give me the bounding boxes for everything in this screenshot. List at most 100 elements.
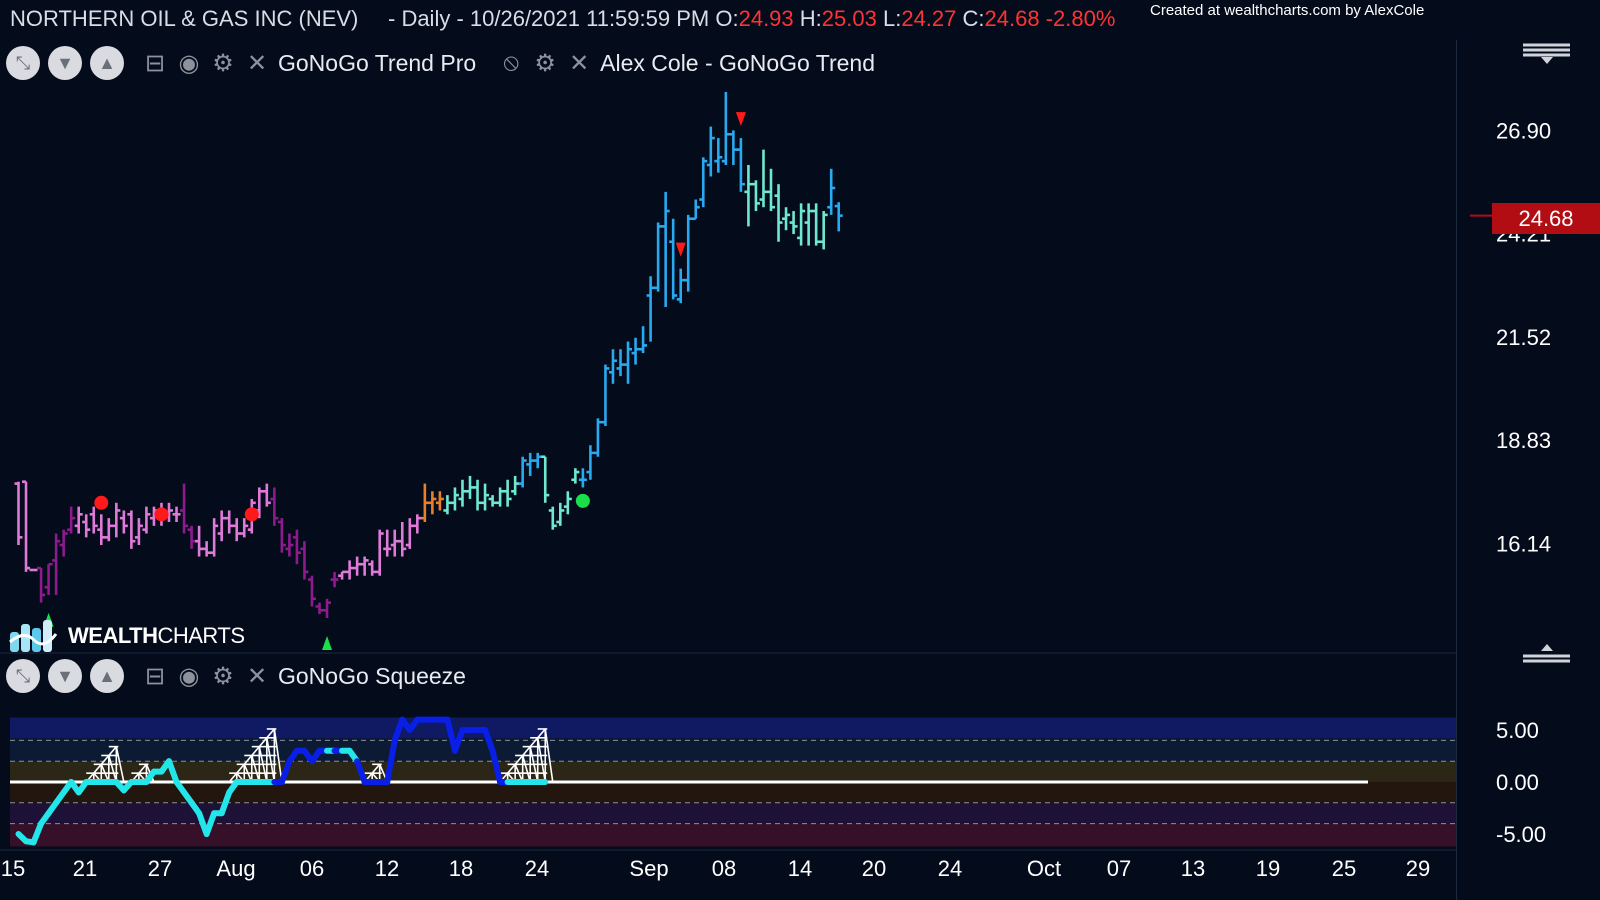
squeeze-net-line — [371, 763, 381, 774]
time-tick-label: Sep — [629, 856, 668, 881]
squeeze-net-line — [108, 746, 117, 756]
squeeze-line-segment — [384, 737, 398, 785]
gear-icon[interactable]: ⚙ — [212, 662, 234, 690]
chart-canvas[interactable]: 26.9024.2121.5218.8316.145.000.00-5.0015… — [0, 40, 1600, 900]
minimize-icon[interactable]: ⊟ — [144, 662, 166, 690]
ohlc-bar — [210, 518, 219, 557]
ohlc-bar — [654, 222, 663, 292]
squeeze-net-line — [108, 755, 118, 783]
close-value: 24.68 — [984, 6, 1040, 31]
ohlc-bar — [292, 529, 301, 565]
ohlc-bar — [82, 514, 91, 538]
ohlc-bar — [240, 518, 249, 538]
ohlc-bar — [511, 475, 520, 496]
ohlc-bar — [488, 495, 497, 507]
indicator-trend-pro-label[interactable]: GoNoGo Trend Pro — [278, 49, 477, 76]
signal-dot — [94, 495, 109, 510]
menu-lines-icon — [1541, 57, 1553, 64]
interval-label: - Daily - 10/26/2021 11:59:59 PM — [388, 6, 710, 31]
ohlc-bar — [834, 202, 843, 232]
squeeze-net-line — [93, 763, 102, 774]
down-arrow-icon[interactable]: ▼ — [48, 659, 82, 693]
collapse-icon[interactable]: ⤡ — [6, 46, 40, 80]
squeeze-net-line — [100, 754, 110, 765]
squeeze-net-line — [251, 746, 260, 756]
ohlc-bar — [390, 529, 399, 557]
squeeze-net-line — [544, 728, 554, 783]
ohlc-bar — [481, 483, 490, 511]
close-icon[interactable]: ✕ — [569, 49, 590, 77]
lower-pane-toolbar: ⤡ ▼ ▲ ⊟ ◉ ⚙ ✕ GoNoGo Squeeze — [6, 659, 466, 693]
minimize-icon[interactable]: ⊟ — [144, 49, 166, 77]
ohlc-bar — [676, 268, 685, 304]
ohlc-bar — [639, 326, 648, 354]
ohlc-bar — [330, 571, 339, 588]
ohlc-bar — [789, 211, 798, 235]
indicator-squeeze-label[interactable]: GoNoGo Squeeze — [278, 662, 466, 689]
eye-icon[interactable]: ◉ — [178, 662, 200, 690]
sell-signal-triangle — [735, 112, 746, 127]
ohlc-bar — [661, 191, 670, 308]
eye-slash-icon[interactable]: ⦸ — [503, 49, 519, 76]
eye-icon[interactable]: ◉ — [178, 49, 200, 77]
squeeze-net-line — [236, 763, 245, 774]
ohlc-bar — [225, 510, 234, 534]
gear-icon[interactable]: ⚙ — [212, 49, 234, 77]
squeeze-net-column — [537, 728, 554, 783]
squeeze-line-segment — [166, 758, 180, 785]
main-pane-toolbar: ⤡ ▼ ▲ ⊟ ◉ ⚙ ✕ GoNoGo Trend Pro ⦸ ⚙ ✕ Ale… — [6, 46, 875, 80]
signal-dot — [154, 507, 169, 522]
ohlc-bar — [127, 510, 136, 549]
ohlc-bar — [428, 491, 437, 515]
ohlc-bar — [556, 502, 565, 526]
ohlc-bar — [360, 556, 369, 576]
indicator-gonogo-trend-label[interactable]: Alex Cole - GoNoGo Trend — [600, 49, 875, 76]
squeeze-net-line — [243, 754, 253, 765]
down-arrow-icon[interactable]: ▼ — [48, 46, 82, 80]
time-tick-label: 29 — [1406, 856, 1430, 881]
squeeze-net-column — [514, 754, 531, 783]
low-label: L: — [882, 6, 902, 31]
ohlc-bar — [323, 598, 332, 618]
squeeze-line-segment — [203, 810, 218, 837]
squeeze-net-line — [529, 737, 539, 748]
squeeze-net-line — [258, 737, 268, 748]
ohlc-bar — [533, 452, 542, 469]
ohlc-bar — [608, 349, 617, 384]
signal-dot — [244, 507, 259, 522]
close-icon[interactable]: ✕ — [246, 49, 268, 77]
time-tick-label: 14 — [788, 856, 812, 881]
time-tick-label: 07 — [1107, 856, 1131, 881]
logo-text: WEALTHCHARTS — [68, 623, 245, 649]
time-tick-label: 18 — [449, 856, 473, 881]
ohlc-bar — [413, 514, 422, 534]
logo-text-thin: CHARTS — [157, 623, 245, 648]
ohlc-bar — [112, 502, 121, 538]
ohlc-bar — [277, 518, 286, 553]
time-tick-label: 21 — [73, 856, 97, 881]
ohlc-bar — [774, 184, 783, 242]
ohlc-bar — [744, 164, 753, 227]
gear-icon[interactable]: ⚙ — [534, 49, 556, 77]
time-tick-label: 19 — [1256, 856, 1280, 881]
buy-signal-triangle — [322, 635, 333, 650]
ohlc-bar — [571, 468, 580, 484]
ohlc-bar — [684, 214, 693, 292]
ohlc-bar — [526, 452, 535, 476]
squeeze-net-line — [273, 728, 283, 783]
credit-text: Created at wealthcharts.com by AlexCole — [1150, 2, 1425, 19]
squeeze-band — [10, 761, 1456, 782]
ohlc-readout: - Daily - 10/26/2021 11:59:59 PM O:24.93… — [388, 6, 1115, 32]
up-arrow-icon[interactable]: ▲ — [90, 659, 124, 693]
sell-signal-triangle — [675, 242, 686, 257]
ohlc-bar — [450, 487, 459, 511]
squeeze-band — [10, 823, 1456, 847]
close-label: C: — [962, 6, 985, 31]
squeeze-line-segment — [354, 758, 368, 785]
squeeze-net-line — [266, 728, 275, 739]
collapse-icon[interactable]: ⤡ — [6, 659, 40, 693]
time-tick-label: 24 — [525, 856, 549, 881]
up-arrow-icon[interactable]: ▲ — [90, 46, 124, 80]
time-tick-label: 12 — [375, 856, 399, 881]
close-icon[interactable]: ✕ — [246, 662, 268, 690]
